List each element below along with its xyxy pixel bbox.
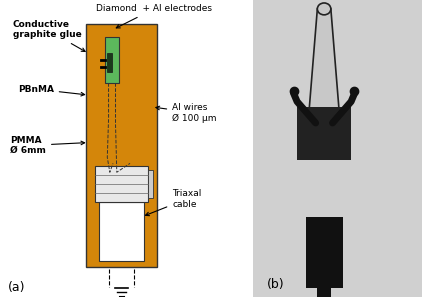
Text: Triaxal
cable: Triaxal cable [146,189,202,216]
Polygon shape [309,9,339,113]
Text: PMMA
Ø 6mm: PMMA Ø 6mm [10,136,84,155]
Text: (a): (a) [8,281,25,294]
Bar [297,107,351,160]
Ellipse shape [317,3,331,15]
Bar [105,37,119,83]
Bar [317,276,331,297]
Bar [86,24,157,267]
Text: (b): (b) [267,278,284,291]
Text: Al wires
Ø 100 μm: Al wires Ø 100 μm [156,103,216,123]
Bar [306,217,343,288]
Text: Diamond  + Al electrodes: Diamond + Al electrodes [96,4,212,28]
Bar [107,53,112,72]
Bar [99,202,144,261]
Text: Conductive
graphite glue: Conductive graphite glue [13,20,85,51]
Text: PBnMA: PBnMA [18,85,85,96]
Bar [95,166,148,202]
Bar [148,170,153,198]
